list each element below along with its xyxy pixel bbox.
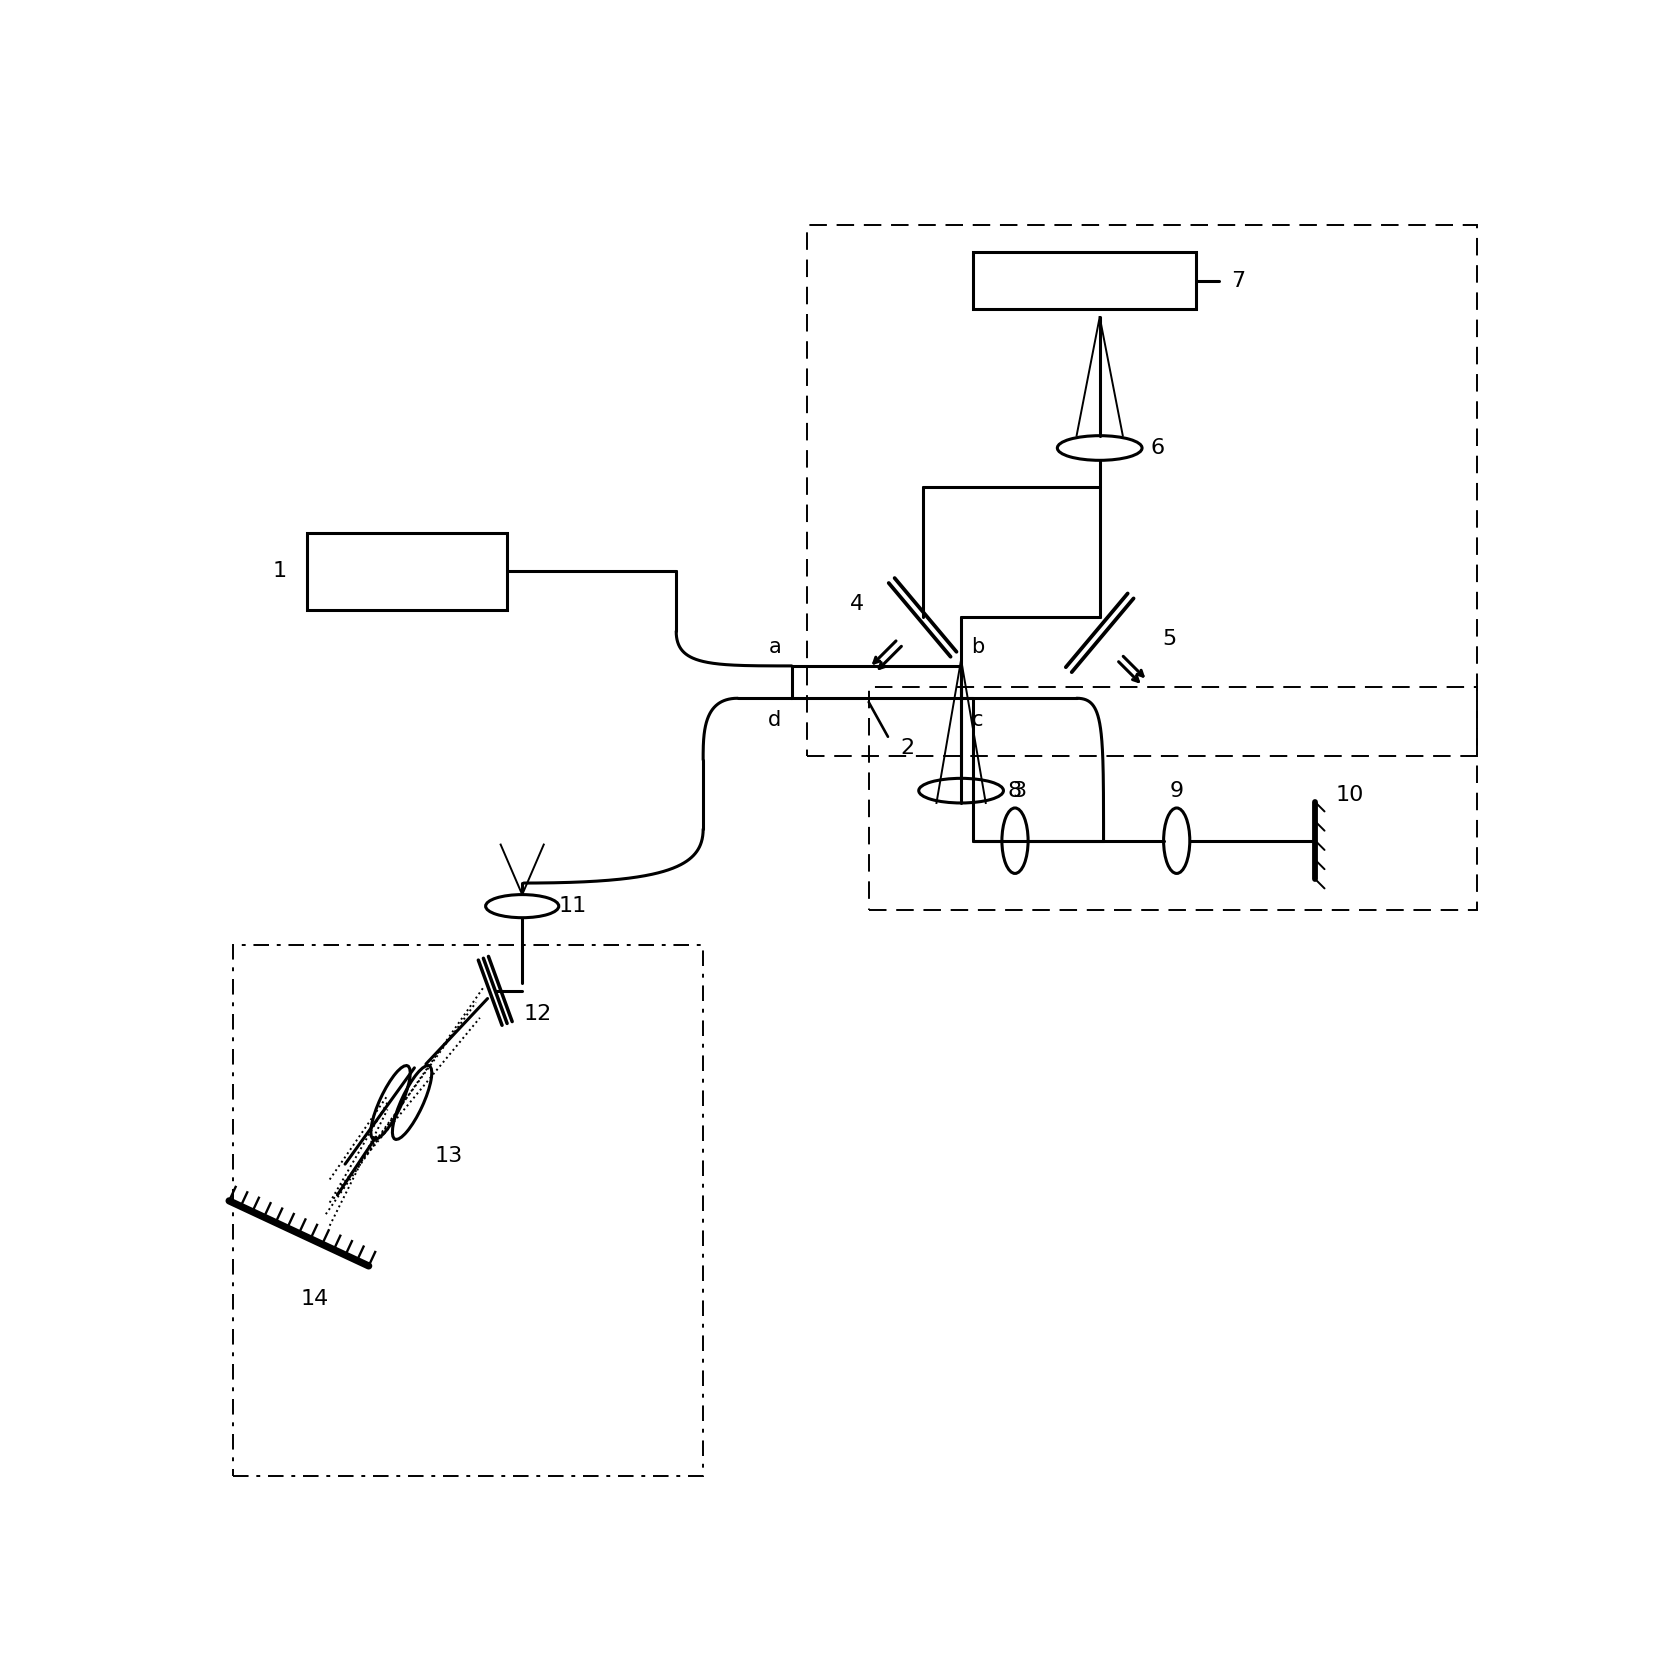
Text: 13: 13	[435, 1146, 464, 1166]
Text: 3: 3	[1011, 781, 1026, 801]
Text: 6: 6	[1151, 438, 1164, 459]
Text: 11: 11	[558, 895, 586, 916]
Text: 7: 7	[1231, 270, 1245, 291]
Text: a: a	[768, 637, 781, 657]
Text: 2: 2	[900, 738, 914, 758]
Text: 5: 5	[1163, 628, 1176, 648]
Text: 14: 14	[301, 1289, 328, 1309]
Bar	[806, 225, 1477, 756]
Text: b: b	[971, 637, 984, 657]
Text: 4: 4	[850, 593, 864, 613]
Bar	[307, 533, 507, 610]
Bar	[869, 687, 1477, 911]
Text: 10: 10	[1336, 785, 1364, 805]
Text: 8: 8	[1008, 781, 1021, 801]
Text: 1: 1	[272, 561, 287, 581]
Text: 12: 12	[524, 1005, 551, 1023]
Bar	[234, 944, 704, 1477]
Text: d: d	[768, 711, 781, 729]
Text: 9: 9	[1169, 781, 1184, 801]
Text: c: c	[973, 711, 984, 729]
Bar	[791, 665, 961, 699]
Bar	[973, 252, 1196, 309]
